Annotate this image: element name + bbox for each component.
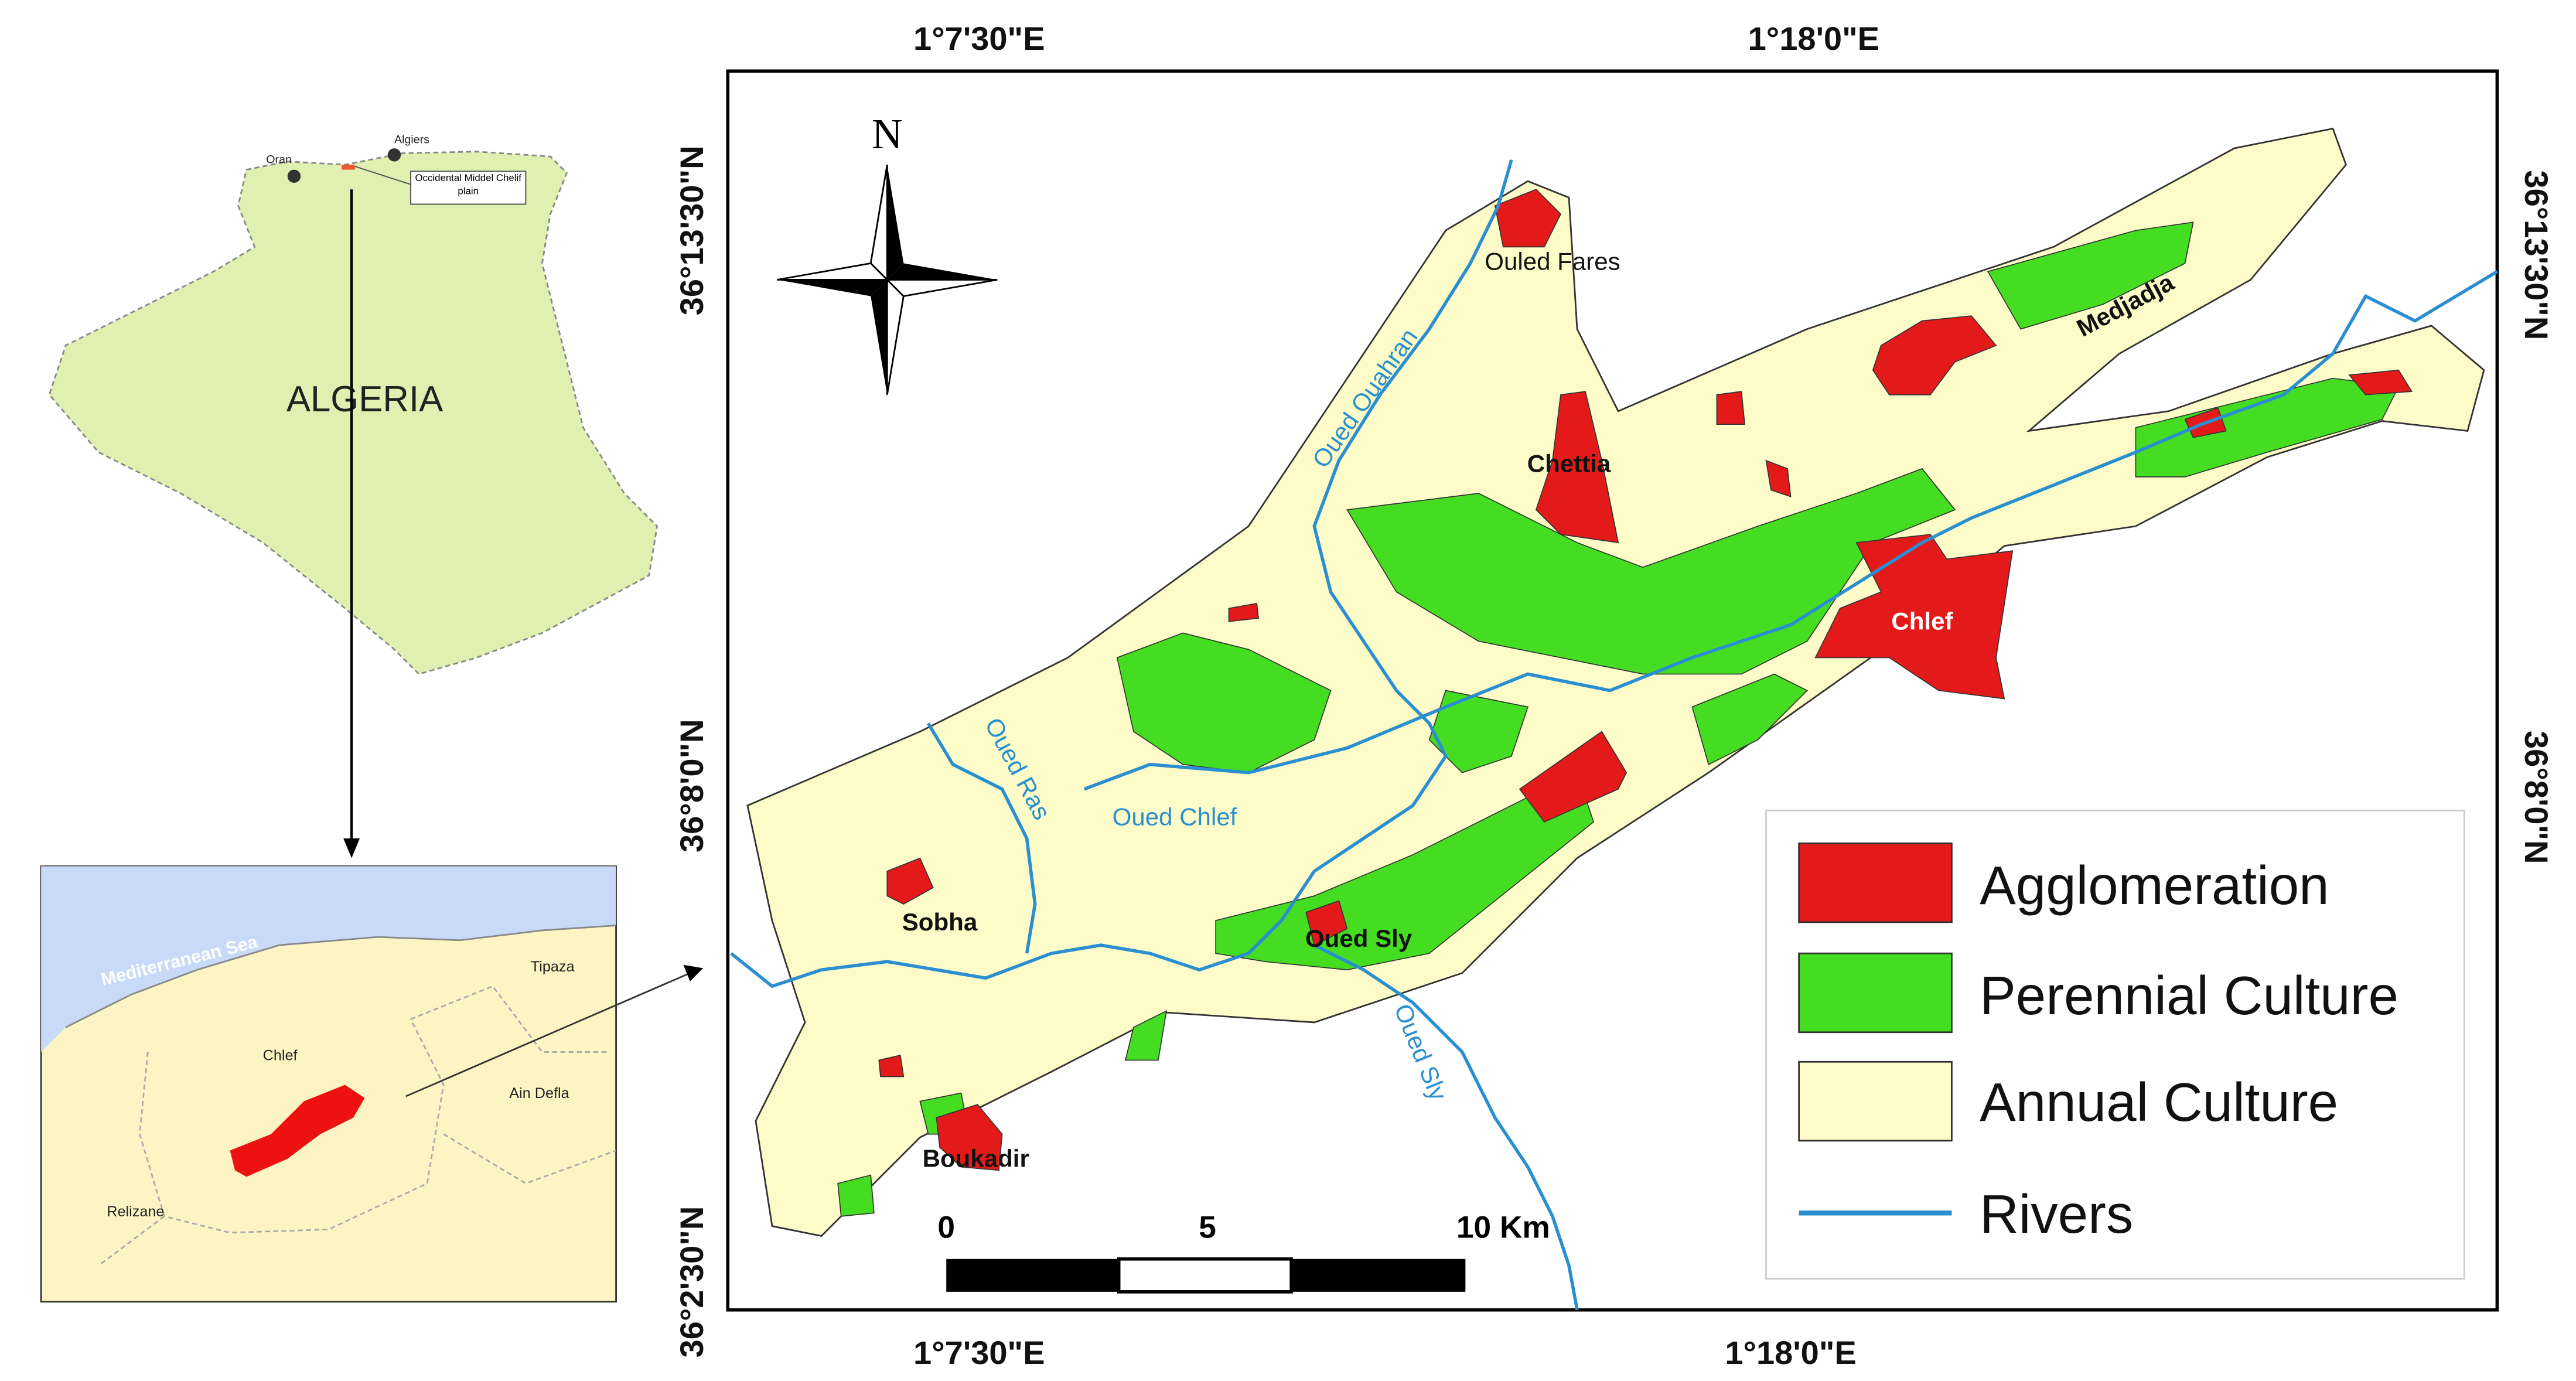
agglomeration-patch [1519, 731, 1628, 823]
coordinate-label: 1°18'0"E [1725, 1334, 1857, 1371]
arrow-head [343, 838, 360, 858]
legend-label: Perennial Culture [1980, 965, 2398, 1026]
city-label: Algiers [394, 134, 429, 146]
callout-text: Occidental Middel Chelif plain [415, 174, 521, 198]
place-label: Chettia [1527, 450, 1611, 478]
annual-culture-area [746, 127, 2485, 1237]
legend-swatch [1798, 842, 1953, 923]
coordinate-label: 36°13'30"N [2518, 170, 2555, 340]
callout-box [410, 171, 527, 205]
province-label: Chlef [263, 1047, 298, 1063]
river-line [1313, 943, 1579, 1311]
agglomeration-patch [1494, 189, 1562, 248]
perennial-patch [1116, 632, 1332, 773]
country-inset: Oran Algiers Occidental Middel Chelif pl… [48, 134, 658, 858]
agglomeration-patch [1872, 315, 1997, 395]
main-map: 1°7'30"E 1°18'0"E 1°7'30"E 1°18'0"E 36°1… [673, 20, 2555, 1371]
legend-label: Annual Culture [1980, 1072, 2338, 1133]
agglomeration [878, 189, 2413, 1171]
city-dot [287, 169, 301, 183]
north-arrow: N [777, 110, 998, 395]
perennial-culture [837, 221, 2400, 1217]
agglomeration-patch [886, 857, 934, 905]
place-label: Sobha [902, 908, 978, 936]
place-label: Oued Sly [1305, 925, 1412, 952]
agglomeration-patch [1814, 534, 2014, 700]
callout-line [354, 166, 411, 185]
study-area-marker [342, 165, 355, 170]
perennial-patch [2135, 377, 2400, 478]
perennial-patch [1346, 468, 1956, 675]
province-label: Tipaza [531, 959, 575, 975]
place-label: Boukadir [923, 1145, 1029, 1172]
coordinate-label: 1°7'30"E [913, 20, 1045, 57]
coordinate-label: 36°13'30"N [673, 145, 710, 315]
perennial-patch [837, 1174, 875, 1217]
legend-swatch [1798, 1061, 1953, 1142]
river-line [926, 722, 1037, 954]
coordinate-label: 1°18'0"E [1748, 20, 1880, 57]
legend-swatch [1798, 952, 1953, 1034]
agglomeration-patch [1305, 900, 1348, 946]
country-label: ALGERIA [286, 379, 443, 420]
agglomeration-patch [1228, 602, 1259, 622]
coordinate-label: 1°7'30"E [913, 1334, 1045, 1371]
arrow-head [683, 964, 704, 981]
coastline [65, 925, 616, 1028]
scale-label: 5 [1199, 1210, 1216, 1244]
north-label: N [872, 110, 903, 158]
arrow-line [405, 972, 691, 1097]
coordinate-label: 36°2'30"N [673, 1206, 710, 1358]
region-inset: Mediterranean Sea Tipaza Chlef Ain Defla… [40, 865, 704, 1303]
coordinate-label: 36°8'0"N [673, 719, 710, 853]
river-line [730, 159, 1513, 988]
algeria-shape [48, 151, 658, 676]
agglomeration-patch [1716, 391, 1745, 425]
scale-label: 0 [937, 1210, 955, 1244]
callout-text-box: Occidental Middel Chelif plain [415, 174, 521, 198]
river-label: Oued Chlef [1113, 803, 1237, 830]
province-label: Relizane [107, 1203, 164, 1220]
sea [41, 866, 616, 1052]
agglomeration-patch [1535, 391, 1619, 544]
agglomeration-patch [878, 1055, 905, 1077]
city-dot [387, 148, 401, 162]
agglomeration-patch [1765, 459, 1792, 497]
scale-bar: 0 5 10 Km [937, 1210, 1550, 1294]
legend-label: Rivers [1980, 1184, 2133, 1244]
river-line [1083, 270, 2498, 791]
rivers [730, 159, 2498, 1311]
coordinate-label: 36°8'0"N [2518, 731, 2555, 864]
province-label: Ain Defla [509, 1085, 569, 1102]
perennial-patch [1124, 1010, 1168, 1061]
study-area [230, 1085, 365, 1177]
legend-label: Agglomeration [1980, 855, 2329, 916]
scale-label: 10 Km [1456, 1210, 1550, 1244]
agglomeration-patch [936, 1104, 1003, 1171]
perennial-patch [1691, 673, 1809, 765]
perennial-patch [1987, 221, 2194, 330]
legend: Agglomeration Perennial Culture Annual C… [1765, 809, 2465, 1280]
agglomeration-patch [2348, 369, 2413, 395]
city-label: Oran [266, 153, 292, 166]
place-label: Ouled Fares [1485, 248, 1620, 275]
place-label: Chlef [1891, 608, 1953, 635]
